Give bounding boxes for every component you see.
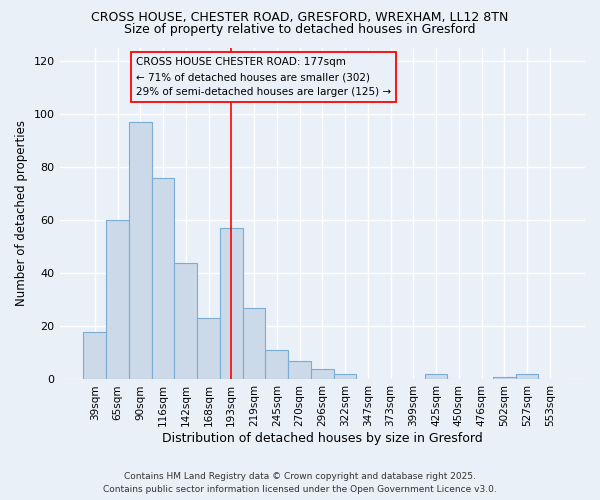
Bar xyxy=(175,262,197,380)
Bar xyxy=(106,220,129,380)
Bar xyxy=(129,122,152,380)
Bar xyxy=(152,178,175,380)
Bar xyxy=(311,369,334,380)
Bar xyxy=(515,374,538,380)
X-axis label: Distribution of detached houses by size in Gresford: Distribution of detached houses by size … xyxy=(162,432,482,445)
Text: CROSS HOUSE CHESTER ROAD: 177sqm
← 71% of detached houses are smaller (302)
29% : CROSS HOUSE CHESTER ROAD: 177sqm ← 71% o… xyxy=(136,58,391,97)
Bar xyxy=(220,228,242,380)
Bar xyxy=(197,318,220,380)
Bar xyxy=(425,374,448,380)
Bar xyxy=(83,332,106,380)
Bar xyxy=(493,377,515,380)
Bar xyxy=(288,361,311,380)
Bar xyxy=(265,350,288,380)
Bar xyxy=(334,374,356,380)
Text: Size of property relative to detached houses in Gresford: Size of property relative to detached ho… xyxy=(124,22,476,36)
Text: Contains HM Land Registry data © Crown copyright and database right 2025.
Contai: Contains HM Land Registry data © Crown c… xyxy=(103,472,497,494)
Bar xyxy=(242,308,265,380)
Y-axis label: Number of detached properties: Number of detached properties xyxy=(15,120,28,306)
Text: CROSS HOUSE, CHESTER ROAD, GRESFORD, WREXHAM, LL12 8TN: CROSS HOUSE, CHESTER ROAD, GRESFORD, WRE… xyxy=(91,11,509,24)
